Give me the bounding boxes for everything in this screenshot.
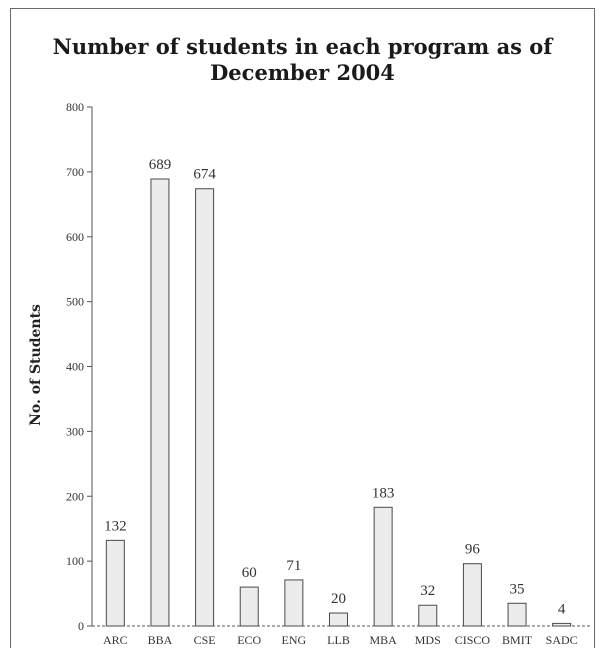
bar-mba <box>373 506 393 627</box>
category-label-mds: MDS <box>415 633 441 647</box>
bar-cisco <box>462 563 482 627</box>
data-label-llb: 20 <box>331 591 346 607</box>
category-label-bmit: BMIT <box>502 633 533 647</box>
category-label-eco: ECO <box>237 633 261 647</box>
bar-bmit <box>507 602 527 627</box>
bar-mds <box>418 604 438 627</box>
y-tick-label: 0 <box>78 619 84 633</box>
category-label-cse: CSE <box>194 633 216 647</box>
y-tick-label: 500 <box>66 295 84 309</box>
bar-eco <box>239 586 259 627</box>
chart-title-line-2: December 2004 <box>210 60 395 85</box>
category-label-sadc: SADC <box>546 633 578 647</box>
y-tick-label: 300 <box>66 424 84 438</box>
bar-bba <box>150 178 170 627</box>
data-label-mds: 32 <box>420 583 435 599</box>
category-label-cisco: CISCO <box>455 633 491 647</box>
data-label-mba: 183 <box>372 485 395 501</box>
data-label-cse: 674 <box>193 167 216 183</box>
data-label-eco: 60 <box>242 565 257 581</box>
y-tick-label: 100 <box>66 554 84 568</box>
bar-sadc <box>552 622 572 627</box>
data-label-bba: 689 <box>149 157 172 173</box>
category-label-arc: ARC <box>103 633 128 647</box>
y-tick-label: 400 <box>66 360 84 374</box>
bar-arc <box>105 539 125 627</box>
y-tick-label: 600 <box>66 230 84 244</box>
category-label-bba: BBA <box>148 633 173 647</box>
data-label-sadc: 4 <box>558 601 566 617</box>
data-label-arc: 132 <box>104 518 127 534</box>
category-label-llb: LLB <box>327 633 350 647</box>
y-tick-label: 700 <box>66 165 84 179</box>
y-axis-label: No. of Students <box>28 304 44 426</box>
bar-eng <box>284 579 304 627</box>
data-label-bmit: 35 <box>510 581 525 597</box>
data-label-cisco: 96 <box>465 542 481 558</box>
y-tick-label: 200 <box>66 489 84 503</box>
y-tick-label: 800 <box>66 100 84 114</box>
chart-title-line-1: Number of students in each program as of <box>52 34 553 59</box>
bar-llb <box>329 612 348 627</box>
data-label-eng: 71 <box>286 558 301 574</box>
category-label-eng: ENG <box>282 633 307 647</box>
bar-cse <box>195 188 215 627</box>
category-label-mba: MBA <box>369 633 397 647</box>
